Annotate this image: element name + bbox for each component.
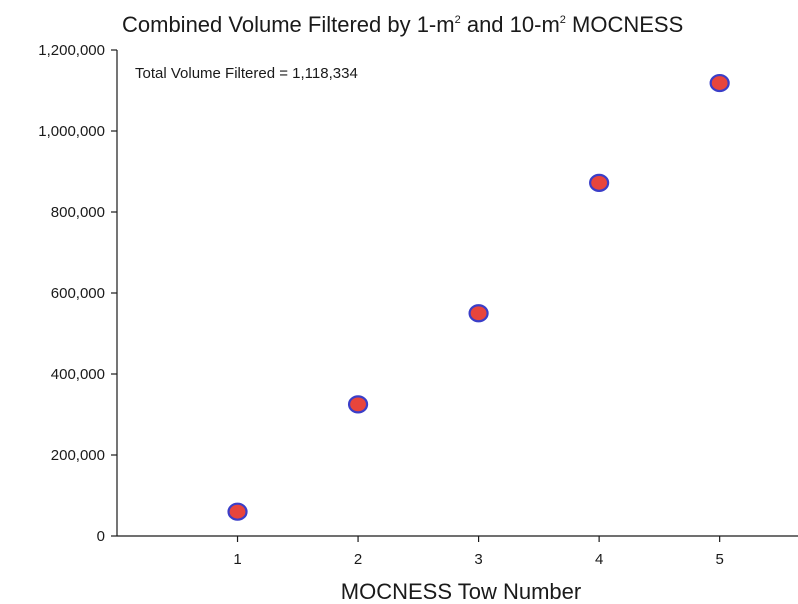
data-point bbox=[709, 73, 730, 93]
y-tick-label: 1,200,000 bbox=[38, 42, 105, 59]
data-point bbox=[468, 304, 489, 323]
y-tick-label: 1,000,000 bbox=[38, 123, 105, 140]
data-point bbox=[227, 502, 248, 521]
y-tick-label: 200,000 bbox=[51, 447, 105, 464]
x-tick-label: 4 bbox=[595, 551, 603, 568]
data-point bbox=[589, 173, 610, 192]
y-tick-label: 800,000 bbox=[51, 204, 105, 221]
x-tick-label: 2 bbox=[354, 551, 362, 568]
data-points bbox=[227, 73, 730, 521]
x-tick-label: 5 bbox=[715, 551, 723, 568]
y-tick-label: 0 bbox=[97, 528, 105, 545]
y-tick-label: 400,000 bbox=[51, 366, 105, 383]
y-tick-label: 600,000 bbox=[51, 285, 105, 302]
chart-title: Combined Volume Filtered by 1-m2 and 10-… bbox=[122, 12, 683, 37]
x-axis-ticks: 1 2 3 4 5 bbox=[233, 536, 724, 568]
total-volume-annotation: Total Volume Filtered = 1,118,334 bbox=[135, 65, 358, 82]
x-axis-label: MOCNESS Tow Number bbox=[341, 579, 581, 604]
data-point bbox=[347, 395, 369, 414]
x-tick-label: 1 bbox=[233, 551, 241, 568]
x-tick-label: 3 bbox=[474, 551, 482, 568]
y-axis-ticks: 0 200,000 400,000 600,000 800,000 1,000,000 1,… bbox=[38, 42, 117, 545]
